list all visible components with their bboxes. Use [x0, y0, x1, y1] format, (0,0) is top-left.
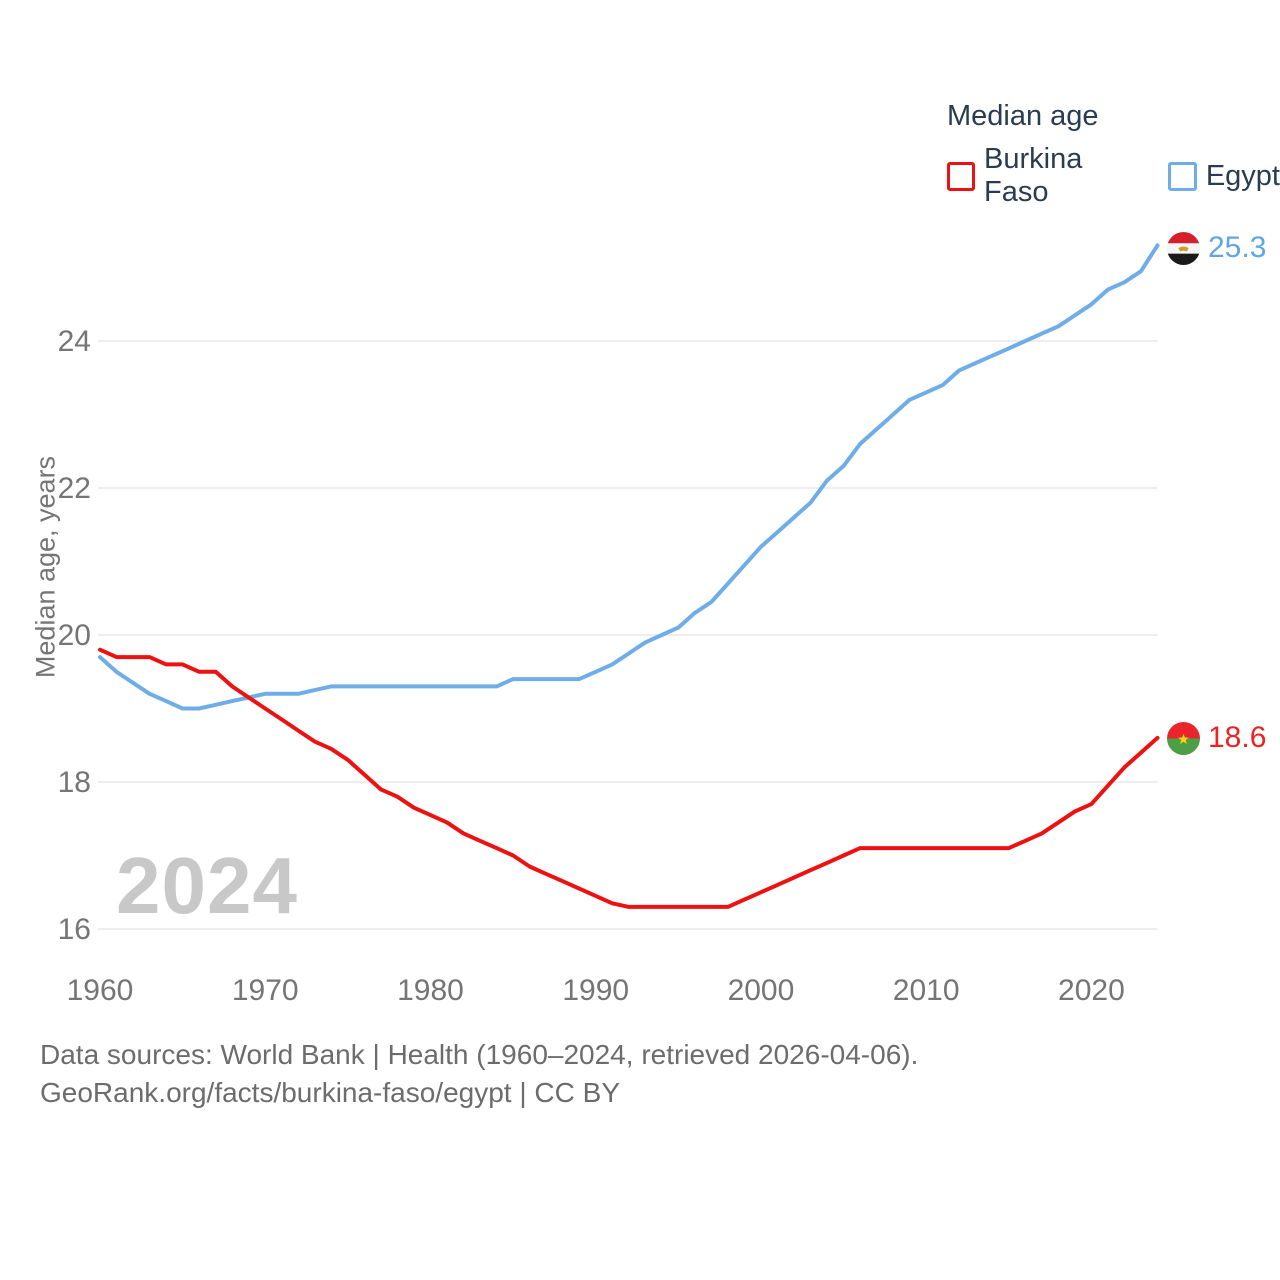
x-tick-label-1990: 1990: [562, 974, 629, 1007]
y-tick-label-24: 24: [58, 325, 91, 358]
legend-checkbox-egypt-icon: [1167, 161, 1197, 191]
footer-data-sources: Data sources: World Bank | Health (1960–…: [40, 1039, 919, 1070]
footer-attribution-url: GeoRank.org/facts/burkina-faso/egypt | C…: [40, 1077, 620, 1108]
egypt-endpoint-label: 25.3: [1167, 231, 1266, 265]
egypt-flag-icon: [1167, 231, 1200, 265]
egypt-endpoint-value: 25.3: [1208, 231, 1267, 264]
x-tick-label-1970: 1970: [232, 974, 299, 1007]
x-tick-label-1980: 1980: [397, 974, 464, 1007]
y-axis-title: Median age, years: [30, 455, 61, 679]
legend-items: Burkina Faso Egypt: [947, 143, 1280, 209]
legend: Median age Burkina Faso Egypt: [947, 100, 1280, 209]
x-tick-label-2000: 2000: [728, 974, 795, 1007]
watermark-year: 2024: [116, 841, 298, 930]
series-line-egypt: [98, 243, 1160, 711]
legend-item-burkina-faso[interactable]: Burkina Faso: [947, 143, 1148, 209]
y-tick-label-22: 22: [58, 472, 91, 505]
burkina-faso-endpoint-value: 18.6: [1208, 721, 1267, 754]
burkina-faso-flag-icon: [1167, 721, 1200, 755]
y-tick-label-18: 18: [58, 766, 91, 799]
x-tick-label-1960: 1960: [67, 974, 134, 1007]
x-tick-label-2010: 2010: [893, 974, 960, 1007]
legend-item-egypt[interactable]: Egypt: [1167, 159, 1280, 193]
legend-label-burkina-faso: Burkina Faso: [984, 143, 1083, 208]
footer: Data sources: World Bank | Health (1960–…: [40, 1036, 918, 1112]
y-tick-label-16: 16: [58, 913, 91, 946]
legend-title: Median age: [947, 100, 1099, 132]
legend-label-egypt: Egypt: [1205, 159, 1280, 192]
burkina-faso-endpoint-label: 18.6: [1167, 721, 1266, 755]
legend-checkbox-burkina-faso-icon: [947, 161, 976, 191]
x-tick-label-2020: 2020: [1058, 974, 1125, 1007]
series-line-burkina-faso: [98, 647, 1160, 909]
y-tick-label-20: 20: [58, 619, 91, 652]
